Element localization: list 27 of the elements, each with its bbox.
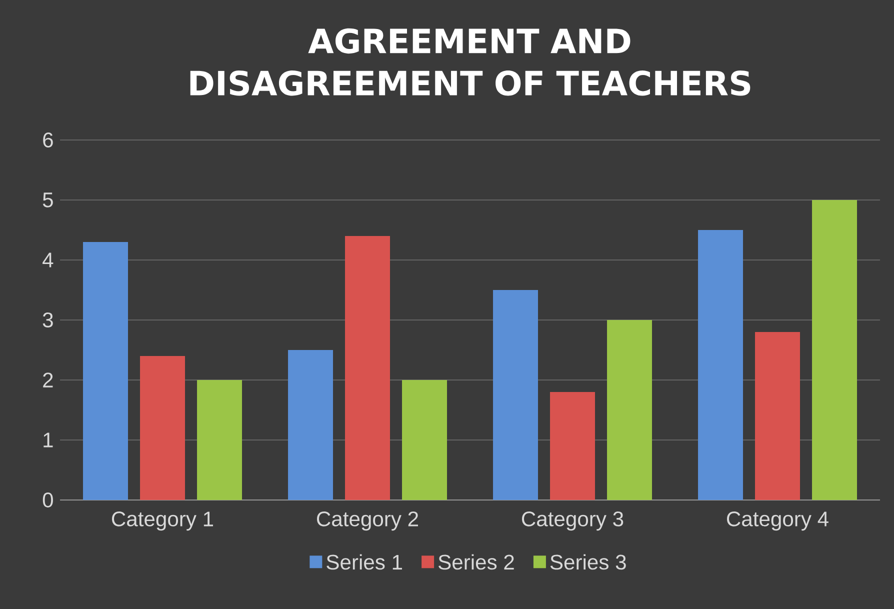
x-tick-label: Category 4 <box>727 511 828 531</box>
bar <box>140 356 186 500</box>
legend-label: Series 3 <box>550 554 626 570</box>
bar <box>402 380 448 500</box>
bar <box>197 380 242 500</box>
bar <box>493 290 538 500</box>
y-tick-label: 6 <box>43 132 53 148</box>
bar <box>550 392 596 500</box>
chart-title: AGREEMENT AND DISAGREEMENT OF TEACHERS <box>190 28 750 96</box>
bar <box>755 332 800 500</box>
legend-label: Series 1 <box>326 554 402 570</box>
bar <box>607 320 652 500</box>
x-tick-label: Category 1 <box>112 511 214 531</box>
x-tick-label: Category 2 <box>317 511 418 531</box>
y-tick-label: 4 <box>42 252 54 268</box>
bar <box>698 230 744 500</box>
bar <box>345 236 390 500</box>
y-tick-label: 3 <box>42 312 53 328</box>
y-tick-label: 0 <box>42 492 53 508</box>
bar <box>288 350 334 500</box>
y-tick-label: 1 <box>44 432 53 448</box>
x-tick-label: Category 3 <box>522 511 624 531</box>
y-tick-label: 5 <box>42 192 53 208</box>
y-tick-label: 2 <box>43 372 53 388</box>
legend-label: Series 2 <box>438 554 514 570</box>
bar <box>812 200 858 500</box>
bar <box>83 242 128 500</box>
